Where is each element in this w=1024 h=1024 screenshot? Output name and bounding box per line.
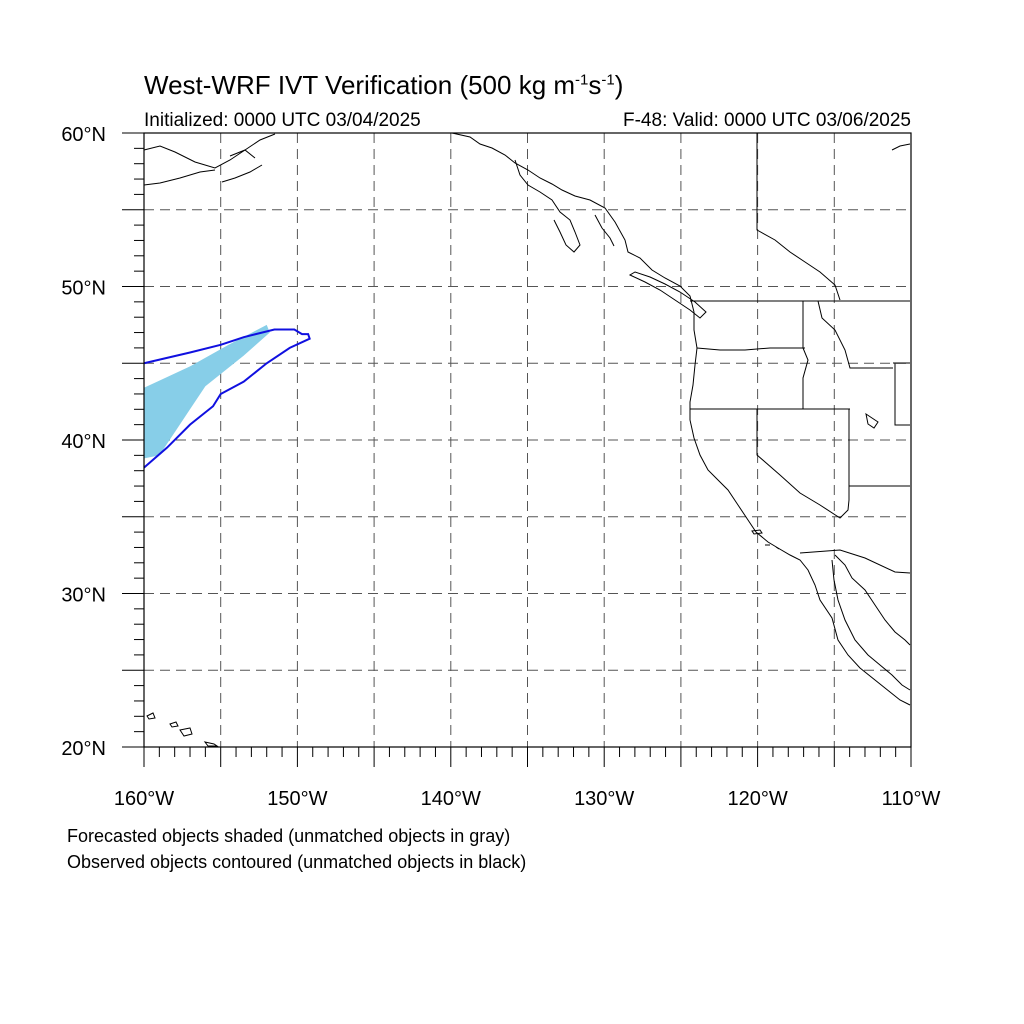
idaho-border [802,301,809,409]
lon-tick-label: 110°W [882,788,941,810]
baja-peninsula [831,559,911,691]
ivt-objects [143,324,311,469]
observed-legend-note: Observed objects contoured (unmatched ob… [67,852,527,872]
forecast-legend-note: Forecasted objects shaded (unmatched obj… [67,826,511,846]
great-salt-lake [865,412,879,429]
lat-tick-label: 20°N [61,738,106,760]
coastline-north-america [451,132,911,706]
hawaii-islands [146,712,219,747]
figure-title: West-WRF IVT Verification (500 kg m-1s-1… [144,70,624,100]
lat-tick-label: 40°N [61,431,106,453]
idaho-montana-border [817,300,893,369]
forecast-object [144,324,270,459]
canada-interior-river [756,133,841,301]
lon-tick-label: 160°W [114,788,174,810]
initialized-time: Initialized: 0000 UTC 03/04/2025 [144,110,421,131]
map-frame [122,132,912,767]
lon-tick-label: 120°W [727,788,787,810]
observed-object-contour [143,328,311,469]
lon-tick-label: 150°W [267,788,327,810]
lat-tick-label: 30°N [61,585,106,607]
gulf-of-california [834,554,911,646]
montana-wyoming-border [893,362,910,426]
longitude-tick-labels: 160°W 150°W 140°W 130°W 120°W 110°W [114,788,941,810]
graticule [144,133,911,747]
vancouver-island [628,271,707,319]
lon-tick-label: 140°W [421,788,481,810]
alaska-southwest [143,133,276,186]
washington-oregon-border [696,347,805,351]
lat-tick-label: 50°N [61,278,106,300]
valid-time: F-48: Valid: 0000 UTC 03/06/2025 [623,110,911,131]
alaska-islands [221,149,263,183]
coastlines-borders [143,132,911,747]
latitude-tick-labels: 20°N 30°N 40°N 50°N 60°N [61,124,106,760]
hudson-corner [891,143,911,151]
channel-islands [751,529,780,550]
us-mexico-border [799,549,911,574]
nevada-border [756,409,850,519]
alaska-panhandle-islands [514,159,615,253]
lat-tick-label: 60°N [61,124,106,146]
lon-tick-label: 130°W [574,788,634,810]
